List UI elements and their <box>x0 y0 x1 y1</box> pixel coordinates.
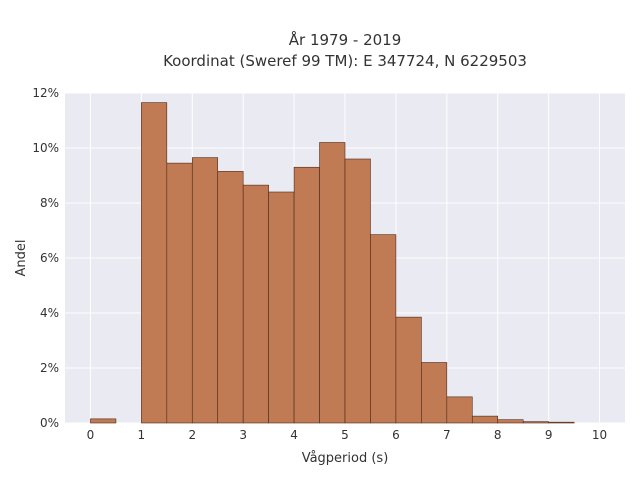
y-tick-label: 8% <box>40 196 59 210</box>
x-tick-label: 6 <box>392 428 400 442</box>
chart-title-line-1: År 1979 - 2019 <box>289 30 402 49</box>
histogram-bar <box>141 102 168 424</box>
histogram-bar <box>497 419 524 424</box>
histogram-bar <box>166 162 193 424</box>
x-tick-label: 9 <box>545 428 553 442</box>
histogram-bar <box>293 166 320 424</box>
histogram-bar <box>370 234 397 424</box>
bars <box>90 102 575 424</box>
x-tick-label: 3 <box>239 428 247 442</box>
x-axis-label: Vågperiod (s) <box>302 451 389 466</box>
histogram-bar <box>446 396 473 424</box>
histogram-bar <box>242 184 269 424</box>
y-tick-label: 10% <box>32 141 59 155</box>
histogram-bar <box>217 171 244 424</box>
y-tick-label: 2% <box>40 361 59 375</box>
x-tick-label: 10 <box>592 428 607 442</box>
x-tick-label: 1 <box>138 428 146 442</box>
x-tick-label: 5 <box>341 428 349 442</box>
histogram-bar <box>268 191 295 424</box>
x-tick-label: 2 <box>188 428 196 442</box>
x-tick-label: 0 <box>87 428 95 442</box>
y-tick-label: 6% <box>40 251 59 265</box>
histogram-bar <box>522 421 549 424</box>
chart-title-line-2: Koordinat (Sweref 99 TM): E 347724, N 62… <box>163 52 527 70</box>
histogram-bar <box>90 418 117 424</box>
histogram-bar <box>191 157 219 424</box>
histogram-bar <box>395 316 422 424</box>
tick-labels: 0 1 2 3 4 5 6 7 8 9 10 0% 2% 4% 6% 8% 10% 12% <box>32 86 607 442</box>
y-tick-label: 4% <box>40 306 59 320</box>
x-tick-label: 7 <box>443 428 451 442</box>
x-tick-label: 4 <box>290 428 298 442</box>
histogram-bar <box>421 362 448 424</box>
y-tick-label: 0% <box>40 416 59 430</box>
x-tick-label: 8 <box>494 428 502 442</box>
histogram-bar <box>344 158 371 424</box>
y-axis-label: Andel <box>14 240 29 277</box>
histogram-bar <box>548 421 575 424</box>
y-tick-label: 12% <box>32 86 59 100</box>
histogram-bar <box>319 142 346 424</box>
histogram-bar <box>471 415 499 424</box>
